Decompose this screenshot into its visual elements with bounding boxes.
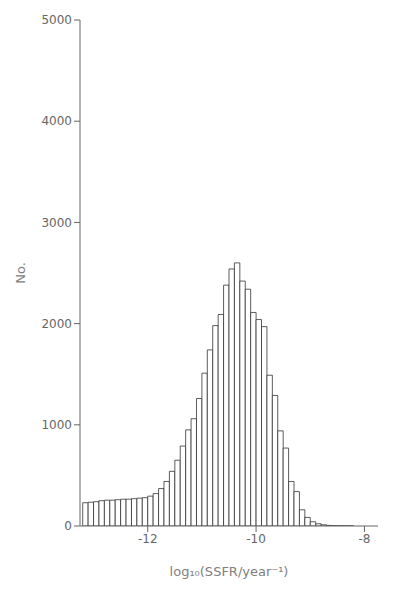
svg-text:2000: 2000 (41, 317, 72, 331)
svg-text:-8: -8 (358, 532, 370, 546)
svg-text:-12: -12 (138, 532, 158, 546)
svg-text:0: 0 (64, 519, 72, 533)
svg-text:4000: 4000 (41, 114, 72, 128)
svg-text:3000: 3000 (41, 216, 72, 230)
svg-text:1000: 1000 (41, 418, 72, 432)
svg-text:log₁₀(SSFR/year⁻¹): log₁₀(SSFR/year⁻¹) (170, 564, 289, 579)
svg-text:5000: 5000 (41, 13, 72, 27)
svg-text:No.: No. (13, 262, 28, 284)
svg-text:-10: -10 (246, 532, 266, 546)
